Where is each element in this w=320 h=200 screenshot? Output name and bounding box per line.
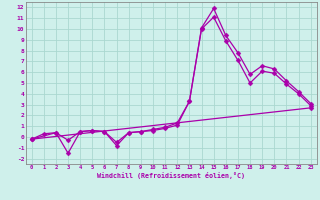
X-axis label: Windchill (Refroidissement éolien,°C): Windchill (Refroidissement éolien,°C)	[97, 172, 245, 179]
